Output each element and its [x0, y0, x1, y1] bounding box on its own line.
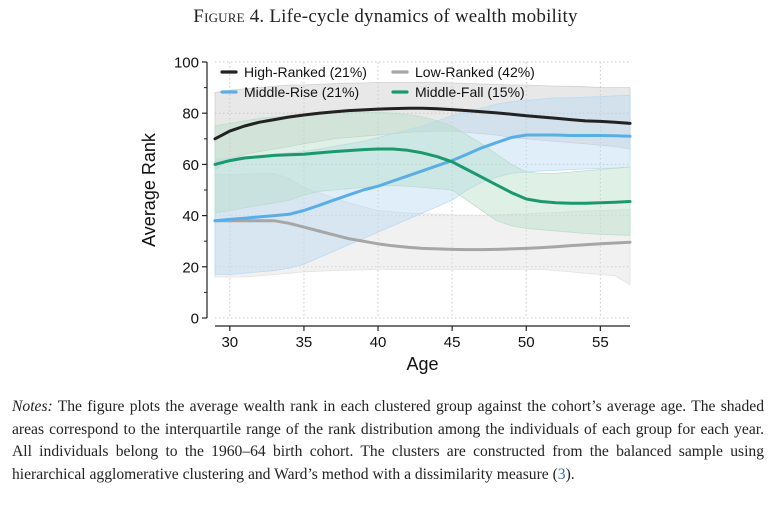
band-4	[214, 111, 631, 236]
band-2	[214, 172, 631, 286]
legend-label-4: Middle-Fall (15%)	[415, 84, 525, 100]
x-tick-label: 55	[592, 334, 609, 351]
y-tick-label: 0	[191, 311, 199, 328]
y-tick-label: 80	[182, 106, 199, 123]
series-line-3	[213, 133, 632, 223]
figure-title: Figure 4. Life-cycle dynamics of wealth …	[0, 6, 771, 28]
figure-notes: Notes: The figure plots the average weal…	[12, 396, 764, 486]
legend-label-2: Low-Ranked (42%)	[415, 64, 535, 80]
notes-text: The figure plots the average wealth rank…	[12, 398, 764, 483]
y-tick-label: 20	[182, 259, 199, 276]
legend-label-3: Middle-Rise (21%)	[244, 84, 359, 100]
x-tick-label: 40	[370, 334, 387, 351]
y-tick-label: 40	[182, 208, 199, 225]
figure-label: Figure 4.	[193, 6, 265, 27]
y-axis-title: Average Rank	[139, 132, 159, 247]
notes-text-end: ).	[565, 465, 575, 483]
figure-title-text: Life-cycle dynamics of wealth mobility	[269, 6, 578, 27]
y-tick-label: 100	[174, 55, 199, 72]
x-axis-title: Age	[406, 354, 438, 374]
series-line-2	[213, 219, 632, 252]
legend-label-1: High-Ranked (21%)	[244, 64, 367, 80]
notes-reference-link[interactable]: 3	[557, 465, 566, 483]
notes-lead: Notes:	[12, 398, 53, 415]
series-line-1	[213, 106, 632, 141]
x-tick-label: 45	[444, 334, 461, 351]
x-tick-label: 50	[518, 334, 535, 351]
chart: 0 20 40 60 80 100 30 35 40 45 50 55 Age Average Rank H…	[139, 55, 632, 374]
x-tick-label: 35	[296, 334, 313, 351]
y-tick-label: 60	[182, 157, 199, 174]
x-tick-label: 30	[221, 334, 238, 351]
series-line-4	[213, 147, 632, 205]
